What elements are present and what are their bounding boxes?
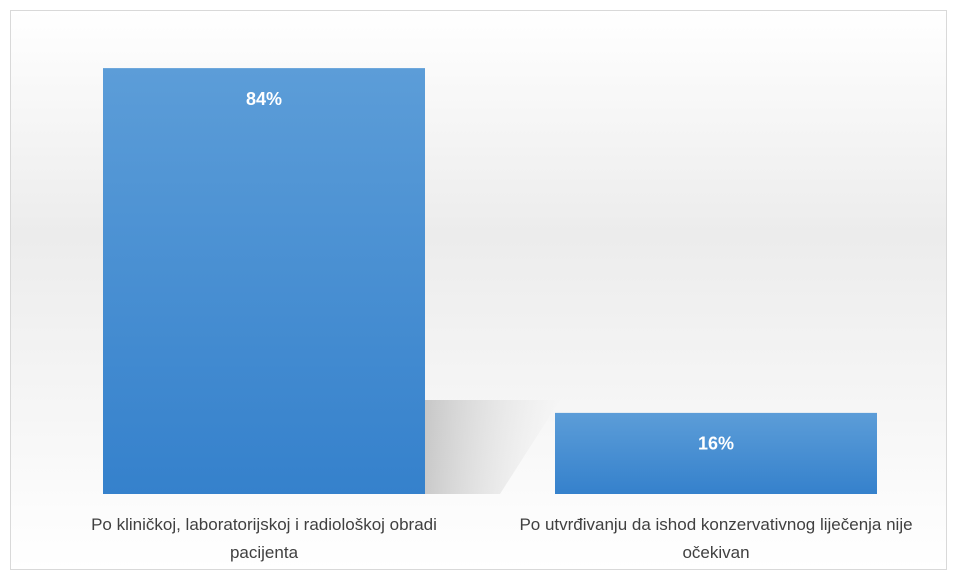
x-tick-label: Po utvrđivanju da ishod konzervativnog l… (519, 515, 913, 562)
bar (103, 68, 425, 495)
bar (555, 412, 877, 494)
value-label: 16% (698, 434, 734, 454)
value-label: 84% (246, 89, 282, 109)
x-tick-label: Po kliničkoj, laboratorijskoj i radiološ… (91, 515, 437, 562)
bar-shadow (425, 400, 560, 494)
